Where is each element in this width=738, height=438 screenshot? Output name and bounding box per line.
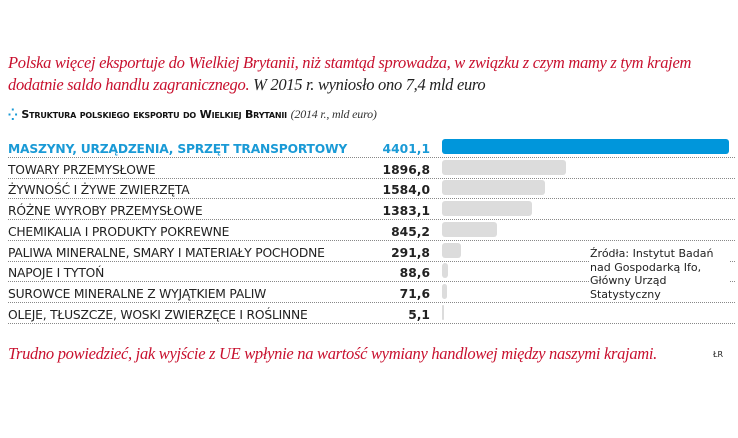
category-label: NAPOJE I TYTOŃ	[8, 266, 108, 281]
value-label: 71,6	[396, 286, 430, 301]
bar	[442, 221, 498, 237]
value-label: 1584,0	[379, 183, 430, 198]
bar-row: PALIWA MINERALNE, SMARY I MATERIAŁY POCH…	[8, 241, 735, 262]
bar	[442, 263, 448, 279]
outro-text: Trudno powiedzieć, jak wyjście z UE wpły…	[8, 344, 658, 363]
value-label: 88,6	[396, 266, 430, 281]
chart-title-text: Struktura polskiego eksportu do Wielkiej…	[21, 108, 287, 121]
bar	[442, 201, 533, 217]
bar	[442, 180, 546, 196]
category-label: MASZYNY, URZĄDZENIA, SPRZĘT TRANSPORTOWY	[8, 142, 351, 156]
intro-text: Polska więcej eksportuje do Wielkiej Bry…	[8, 52, 733, 96]
author-signature: ŁR	[713, 350, 724, 359]
category-label: PALIWA MINERALNE, SMARY I MATERIAŁY POCH…	[8, 245, 328, 260]
value-label: 291,8	[388, 245, 430, 260]
source-note: Źródła: Instytut Badań nad Gospodarką If…	[590, 247, 730, 301]
value-label: 1383,1	[379, 204, 430, 219]
bar-row: OLEJE, TŁUSZCZE, WOSKI ZWIERZĘCE I ROŚLI…	[8, 303, 735, 324]
value-label: 1896,8	[379, 162, 430, 177]
bar-row: ŻYWNOŚĆ I ŻYWE ZWIERZĘTA 1584,0	[8, 178, 735, 200]
category-label: CHEMIKALIA I PRODUKTY POKREWNE	[8, 224, 233, 239]
intro-red: Polska więcej eksportuje do Wielkiej Bry…	[8, 53, 692, 94]
dots-icon: ⁛	[8, 108, 18, 121]
category-label: ŻYWNOŚĆ I ŻYWE ZWIERZĘTA	[8, 183, 193, 198]
bar	[442, 242, 462, 258]
chart-subtitle: (2014 r., mld euro)	[290, 107, 377, 121]
bar-row: TOWARY PRZEMYSŁOWE 1896,8	[8, 158, 735, 179]
value-label: 845,2	[388, 224, 430, 239]
bar	[442, 304, 444, 320]
bar-row: RÓŻNE WYROBY PRZEMYSŁOWE 1383,1	[8, 199, 735, 221]
bar-row: MASZYNY, URZĄDZENIA, SPRZĘT TRANSPORTOWY…	[8, 137, 735, 158]
bar-row: NAPOJE I TYTOŃ 88,6	[8, 261, 735, 283]
intro-dark: W 2015 r. wyniosło ono 7,4 mld euro	[253, 75, 486, 94]
bar	[442, 159, 566, 175]
bar-row: SUROWCE MINERALNE Z WYJĄTKIEM PALIW 71,6	[8, 282, 735, 303]
category-label: OLEJE, TŁUSZCZE, WOSKI ZWIERZĘCE I ROŚLI…	[8, 307, 311, 322]
bar	[442, 139, 729, 154]
category-label: TOWARY PRZEMYSŁOWE	[8, 162, 159, 177]
value-label: 5,1	[405, 307, 430, 322]
bar-row: CHEMIKALIA I PRODUKTY POKREWNE 845,2	[8, 220, 735, 241]
category-label: SUROWCE MINERALNE Z WYJĄTKIEM PALIW	[8, 286, 270, 301]
bar	[442, 283, 447, 299]
category-label: RÓŻNE WYROBY PRZEMYSŁOWE	[8, 204, 206, 219]
value-label: 4401,1	[379, 142, 430, 156]
chart-title: ⁛ Struktura polskiego eksportu do Wielkie…	[8, 107, 377, 122]
